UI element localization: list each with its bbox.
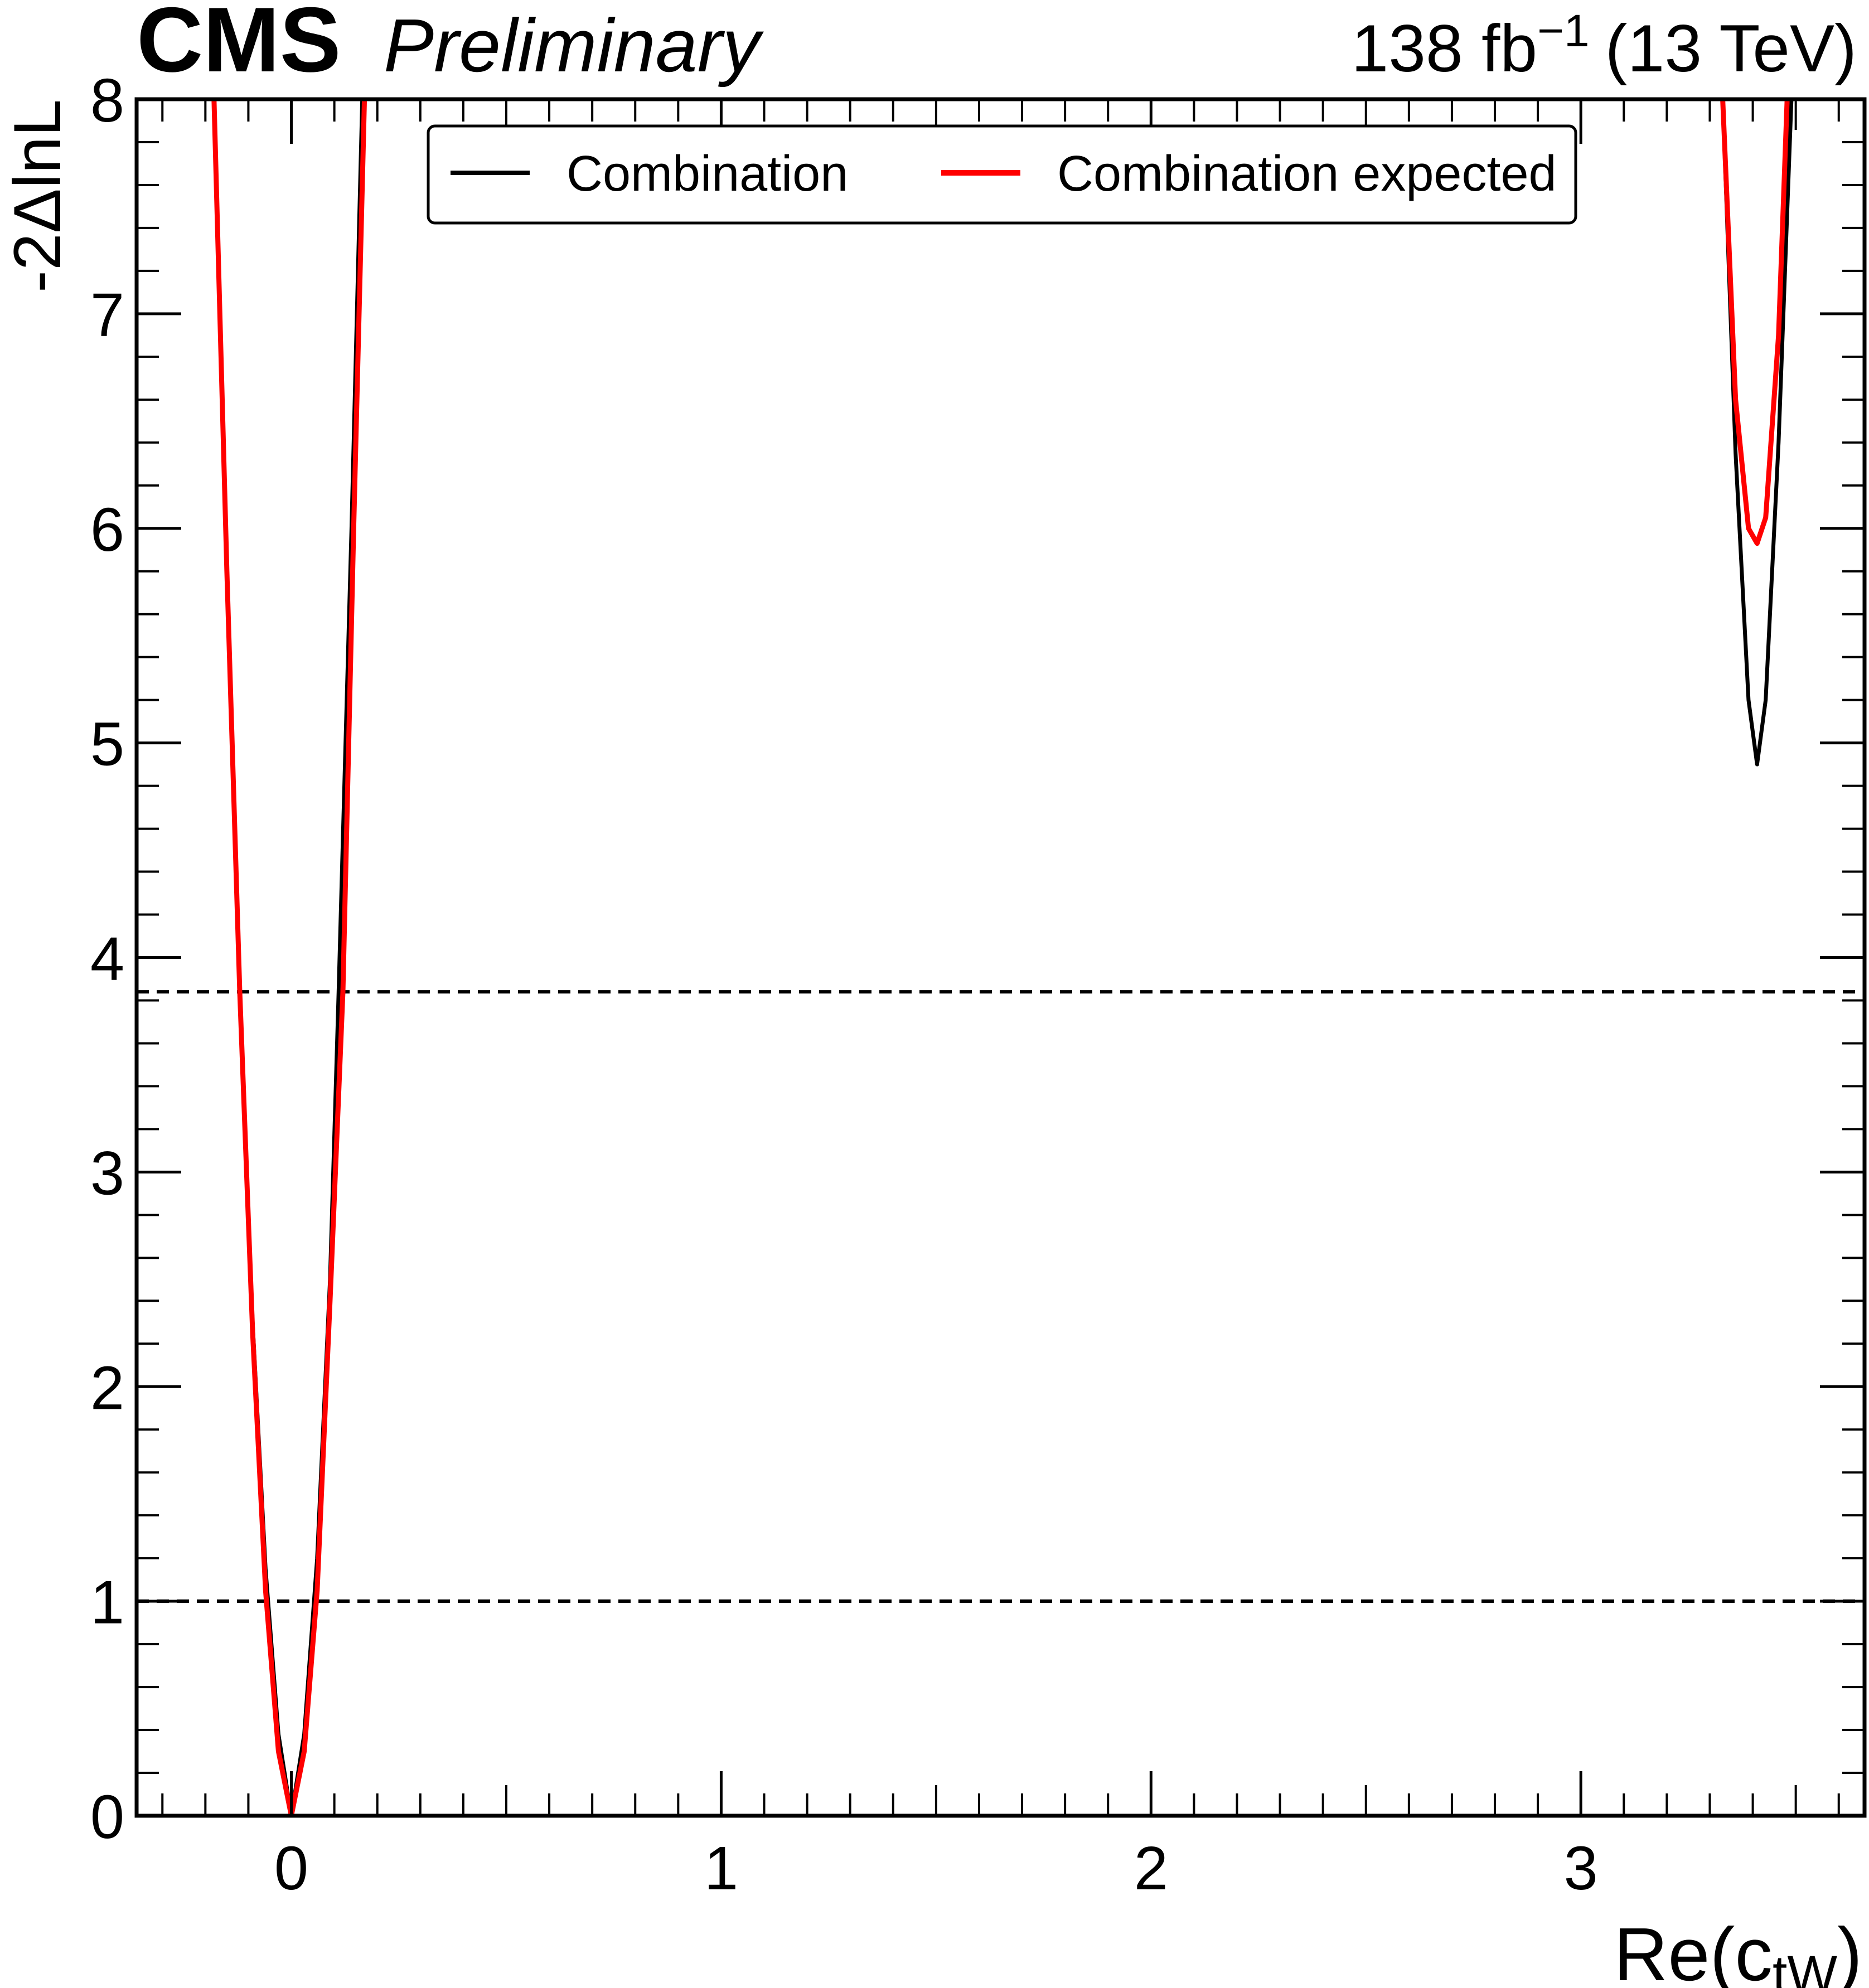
axes-frame-rect [134, 97, 1867, 1818]
axes-frame [134, 97, 1867, 1818]
axis-ticks [137, 98, 1865, 1817]
reference-lines [137, 990, 1865, 1603]
tick-labels: 0 1 2 3 0 1 2 3 4 5 6 7 8 [90, 66, 1598, 1903]
lumi-value: 138 fb [1352, 11, 1538, 86]
y-tick-label-5: 5 [90, 710, 124, 779]
x-axis-title-main: Re(c [1614, 1912, 1773, 1988]
x-tick-label-2: 2 [1134, 1834, 1168, 1903]
x-axis-title-subscript: tW [1773, 1945, 1837, 1988]
series-line-1 [211, 99, 1790, 1816]
y-tick-label-1: 1 [90, 1568, 124, 1637]
legend-label-0: Combination [566, 146, 848, 202]
y-axis-title: -2ΔlnL [0, 99, 75, 293]
header: CMS Preliminary 138 fb−1 (13 TeV) [137, 0, 1857, 91]
series-curves [211, 99, 1794, 1816]
y-tick-label-8: 8 [90, 66, 124, 135]
x-axis-title-close: ) [1837, 1912, 1862, 1988]
y-tick-label-7: 7 [90, 281, 124, 350]
series-line-0 [212, 99, 1794, 1816]
legend-label-1: Combination expected [1057, 146, 1557, 202]
preliminary-label: Preliminary [384, 3, 764, 88]
y-tick-label-0: 0 [90, 1783, 124, 1851]
x-tick-label-1: 1 [704, 1834, 738, 1903]
x-tick-label-3: 3 [1564, 1834, 1598, 1903]
legend: Combination Combination expected [427, 124, 1577, 225]
y-tick-label-3: 3 [90, 1139, 124, 1208]
lumi-energy-label: 138 fb−1 (13 TeV) [1352, 6, 1857, 86]
y-tick-label-2: 2 [90, 1354, 124, 1422]
y-tick-label-6: 6 [90, 496, 124, 564]
lumi-exponent: −1 [1537, 6, 1590, 56]
x-axis-title: Re(ctW) [1614, 1912, 1862, 1988]
x-tick-label-0: 0 [274, 1834, 308, 1903]
cms-label: CMS [137, 0, 341, 91]
energy-label: (13 TeV) [1605, 11, 1857, 86]
y-tick-label-4: 4 [90, 925, 124, 993]
